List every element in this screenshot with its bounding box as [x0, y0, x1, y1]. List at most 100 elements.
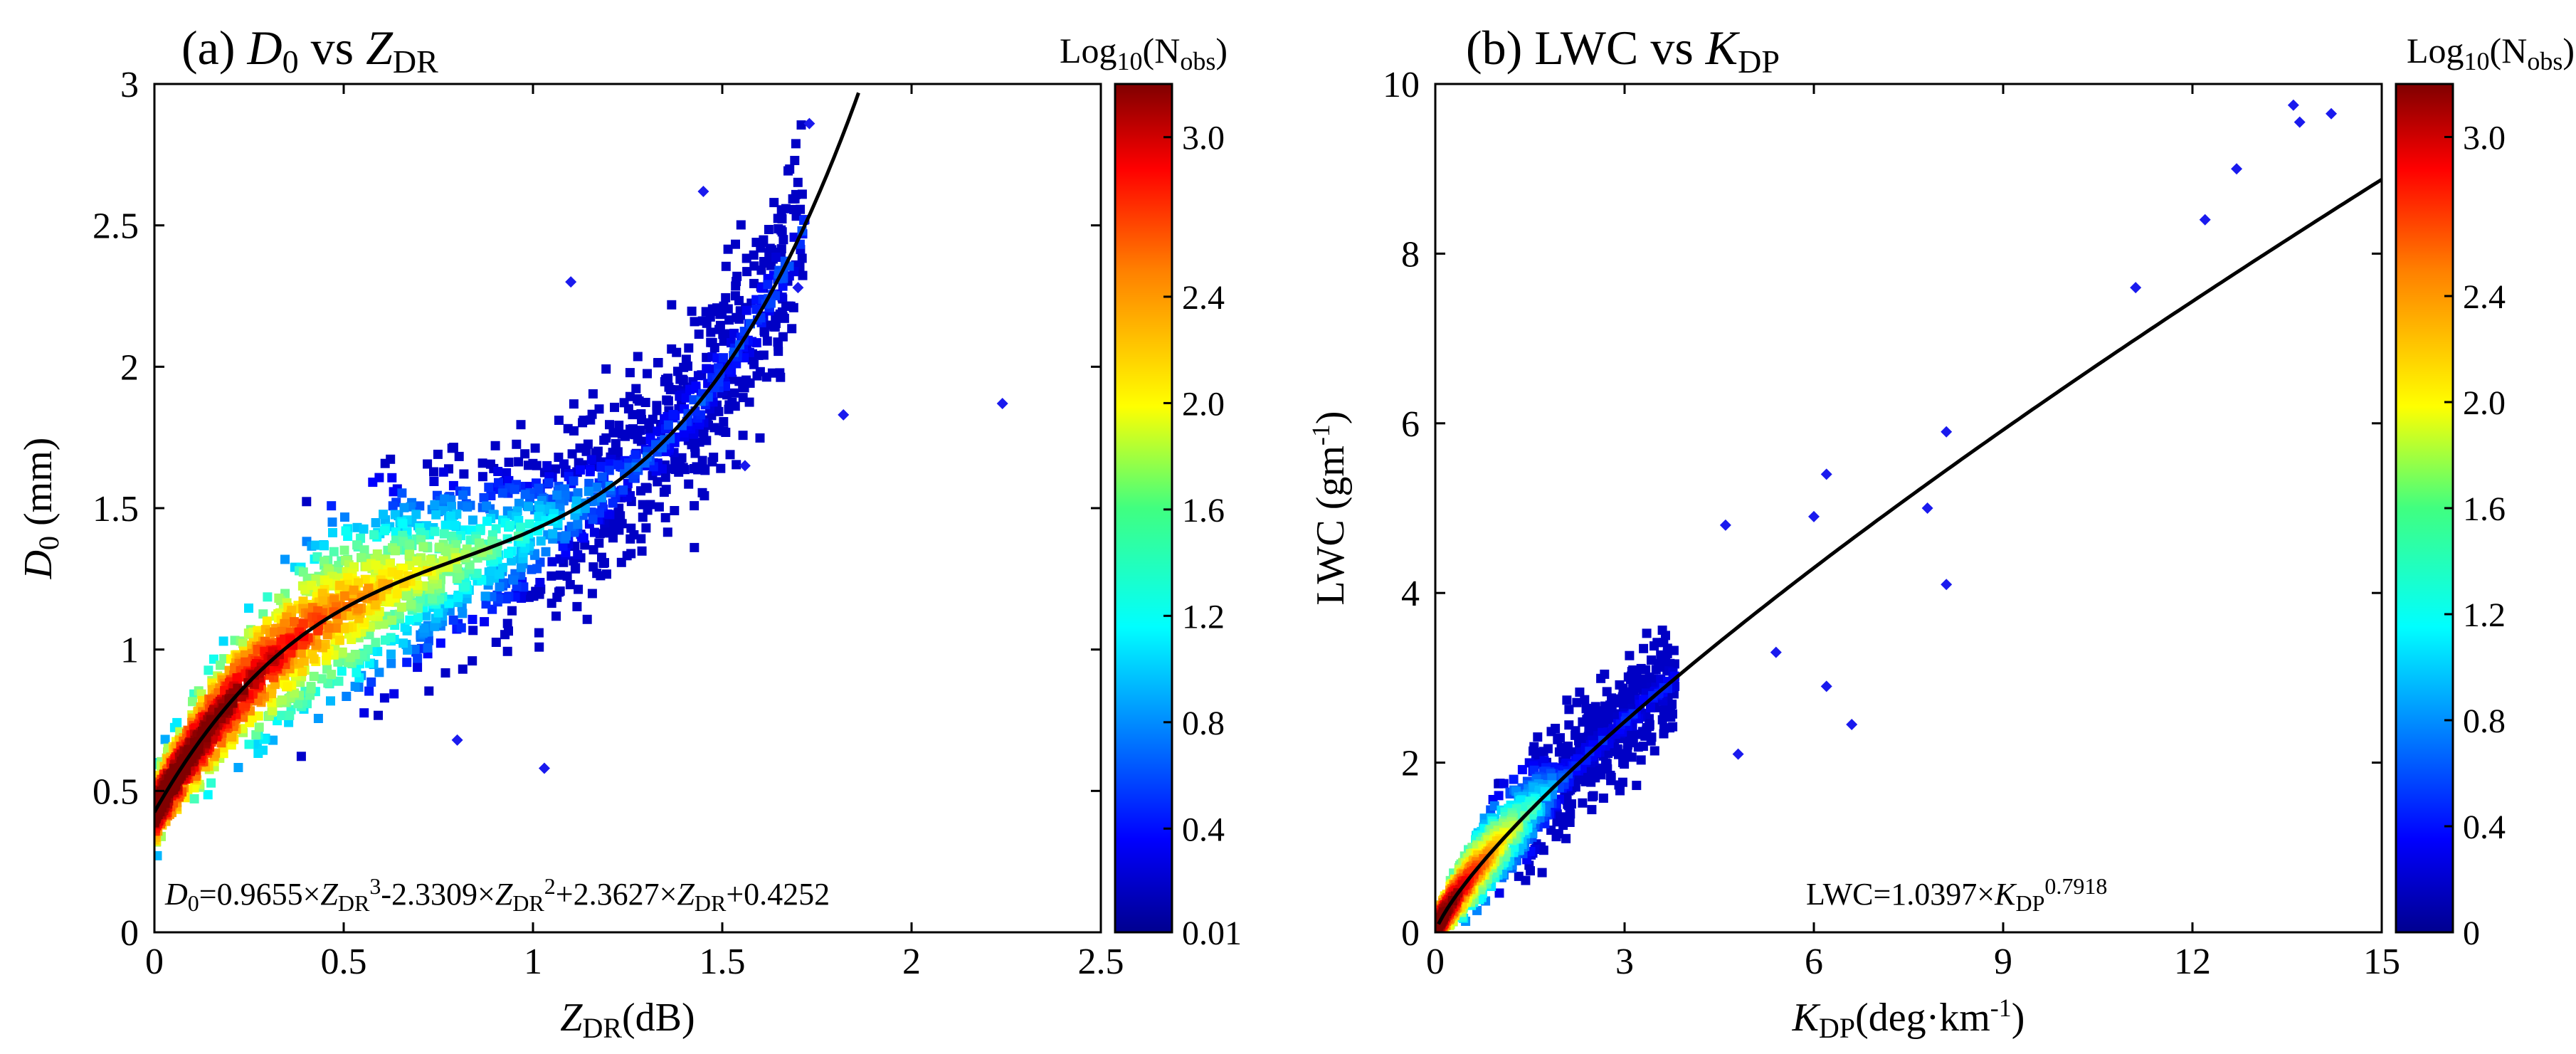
density-cell [381, 635, 390, 645]
density-cell [628, 410, 638, 420]
density-cell [370, 600, 380, 610]
density-cell [777, 214, 787, 223]
density-cell [320, 557, 329, 566]
density-cell [415, 501, 425, 511]
density-cell [394, 609, 404, 619]
outlier-point [2130, 282, 2142, 294]
density-cell [1537, 868, 1547, 878]
density-cell [453, 564, 463, 574]
density-cell [534, 483, 544, 493]
density-cell [364, 584, 374, 594]
density-cell [312, 552, 322, 562]
outlier-point [803, 117, 815, 130]
density-cell [460, 581, 470, 591]
outlier-point [565, 276, 577, 288]
density-cell [402, 658, 412, 668]
density-cell [268, 705, 278, 715]
density-cell [716, 463, 726, 473]
density-cell [327, 670, 337, 680]
density-cell [433, 449, 443, 459]
density-cell [423, 643, 433, 653]
density-cell [430, 527, 440, 537]
density-cell [573, 550, 583, 560]
density-cell [668, 410, 678, 419]
density-cell [448, 615, 458, 625]
outlier-point [2199, 214, 2211, 226]
density-cell [594, 404, 604, 414]
density-cell [1494, 888, 1504, 898]
density-cell [596, 462, 606, 472]
density-cell [741, 375, 751, 385]
density-cell [1636, 755, 1646, 765]
density-cell [700, 465, 710, 475]
density-cell [424, 686, 434, 696]
density-cell [386, 649, 396, 659]
density-cell [172, 717, 182, 727]
density-cell [480, 617, 490, 627]
density-cell [641, 523, 651, 533]
x-tick-label: 1.5 [700, 942, 746, 982]
density-cell [350, 681, 360, 691]
y-tick-label: 2 [1401, 744, 1420, 784]
density-cell [630, 450, 640, 460]
colorbar-tick-label: 3.0 [1182, 120, 1225, 157]
density-cell [354, 578, 363, 588]
density-cell [516, 420, 526, 430]
density-cell [571, 563, 581, 573]
outlier-point [2293, 116, 2306, 128]
density-cell [1633, 742, 1643, 752]
density-cell [317, 674, 327, 684]
density-cell [283, 682, 292, 692]
y-tick-label: 0 [1401, 913, 1420, 954]
density-cell [790, 156, 800, 165]
density-cell [398, 638, 408, 648]
density-cell [494, 478, 503, 488]
density-cell [544, 478, 554, 488]
x-tick-label: 2 [902, 942, 921, 982]
density-cell [1564, 705, 1574, 715]
outlier-point [2231, 163, 2243, 175]
density-cell [232, 673, 242, 683]
density-cell [542, 460, 552, 470]
density-cell [638, 500, 648, 510]
density-cell [520, 490, 530, 500]
density-cell [344, 611, 354, 621]
density-cell [1657, 715, 1667, 724]
density-cell [502, 646, 512, 656]
density-cell [428, 594, 438, 604]
density-cell [793, 177, 803, 187]
density-cell [405, 615, 415, 625]
density-cell [361, 562, 371, 571]
colorbar-tick-label: 1.2 [2463, 596, 2506, 634]
outlier-point [1719, 519, 1731, 531]
density-cell [684, 479, 694, 489]
density-cell [390, 510, 400, 520]
density-cell [500, 630, 510, 640]
density-cell [509, 575, 519, 585]
density-cell [598, 500, 607, 510]
density-cell [721, 293, 731, 302]
density-cell [1600, 669, 1610, 679]
density-cell [435, 594, 445, 604]
density-cell [398, 519, 408, 529]
outliers-a [451, 117, 1008, 774]
density-cell [1514, 871, 1524, 881]
density-cell [636, 436, 646, 446]
density-cell [653, 358, 663, 367]
density-cell [296, 752, 306, 761]
density-cell [327, 501, 337, 511]
density-cell [683, 362, 692, 371]
density-cell [244, 739, 254, 749]
colorbar-tick-label: 0.01 [1182, 915, 1242, 952]
density-cell [690, 317, 700, 327]
density-cell [379, 510, 389, 520]
density-cell [1499, 779, 1509, 789]
density-cell [494, 594, 504, 604]
density-cell [524, 502, 533, 512]
density-cell [604, 465, 614, 475]
density-cell [371, 560, 381, 570]
density-cell [580, 540, 590, 550]
y-tick-label: 4 [1401, 574, 1420, 614]
density-cell [341, 526, 351, 536]
density-cell [702, 364, 712, 374]
